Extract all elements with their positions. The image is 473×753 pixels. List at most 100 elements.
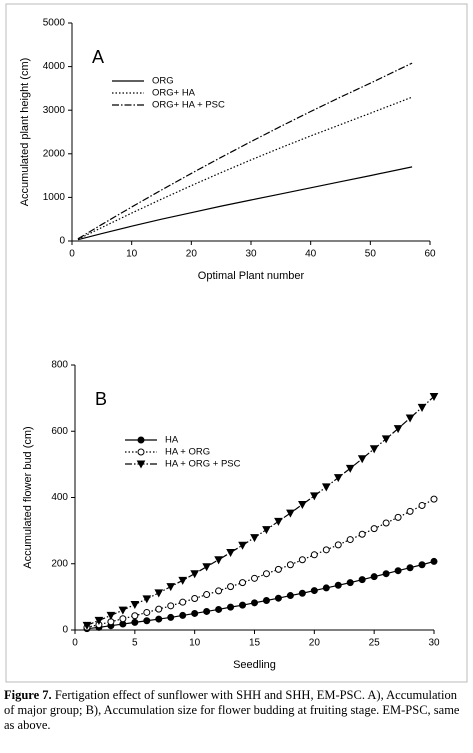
x-tick-label: 5 — [132, 638, 138, 649]
marker — [382, 570, 390, 578]
panel-label: B — [95, 389, 107, 409]
marker — [191, 609, 199, 617]
caption-text: Fertigation effect of sunflower with SHH… — [4, 688, 460, 732]
marker — [334, 581, 342, 589]
marker — [381, 435, 391, 444]
legend-label: HA — [165, 435, 179, 446]
y-tick-label: 2000 — [43, 148, 66, 159]
marker — [190, 570, 200, 579]
marker — [167, 602, 175, 610]
marker — [346, 536, 354, 544]
x-tick-label: 20 — [309, 638, 321, 649]
marker — [203, 591, 211, 599]
y-tick-label: 400 — [51, 492, 68, 503]
x-tick-label: 20 — [186, 249, 198, 260]
marker — [214, 556, 223, 565]
marker — [239, 601, 247, 609]
y-axis-title: Accumulated flower bud (cm) — [22, 426, 34, 568]
x-tick-label: 40 — [305, 249, 317, 260]
marker — [251, 599, 258, 607]
y-tick-label: 600 — [51, 426, 68, 437]
y-tick-label: 0 — [59, 236, 65, 247]
marker — [130, 600, 140, 610]
marker — [298, 556, 306, 564]
marker — [118, 606, 128, 615]
marker — [298, 589, 306, 597]
marker — [155, 605, 163, 613]
marker — [137, 436, 145, 444]
marker — [262, 597, 270, 605]
marker — [262, 570, 270, 578]
marker — [166, 583, 176, 592]
series-line — [77, 166, 413, 241]
y-tick-label: 200 — [51, 558, 68, 569]
marker — [346, 579, 354, 587]
x-tick-label: 15 — [249, 638, 261, 649]
x-tick-label: 10 — [189, 638, 201, 649]
marker — [417, 403, 427, 412]
marker — [131, 618, 139, 626]
marker — [167, 613, 175, 621]
marker — [310, 551, 318, 559]
x-tick-label: 0 — [72, 638, 78, 649]
marker — [321, 483, 331, 492]
x-tick-label: 0 — [69, 249, 75, 260]
marker — [429, 392, 439, 402]
marker — [251, 574, 258, 582]
marker — [143, 608, 151, 616]
x-tick-label: 50 — [365, 249, 377, 260]
x-tick-label: 25 — [369, 638, 381, 649]
marker — [382, 519, 390, 527]
marker — [334, 541, 342, 549]
marker — [393, 425, 403, 434]
legend-label: ORG — [152, 76, 174, 87]
marker — [394, 513, 402, 521]
marker — [155, 615, 163, 623]
marker — [357, 455, 367, 464]
marker — [178, 576, 188, 585]
legend-label: ORG+ HA — [152, 88, 196, 99]
x-tick-label: 10 — [126, 249, 138, 260]
legend-label: HA + ORG — [165, 447, 210, 458]
marker — [154, 589, 164, 598]
y-tick-label: 3000 — [43, 105, 66, 116]
marker — [94, 616, 104, 625]
marker — [274, 517, 283, 526]
series-line — [77, 96, 413, 240]
marker — [203, 607, 211, 615]
y-axis-title: Accumulated plant height (cm) — [19, 58, 31, 207]
marker — [119, 615, 127, 623]
y-tick-label: 5000 — [43, 18, 66, 29]
marker — [430, 557, 438, 565]
marker — [191, 595, 199, 603]
marker — [82, 621, 92, 630]
marker — [405, 414, 415, 423]
y-tick-label: 800 — [51, 360, 68, 371]
marker — [239, 579, 247, 587]
marker — [286, 592, 294, 600]
legend-label: HA + ORG + PSC — [165, 459, 241, 470]
marker — [298, 500, 307, 510]
series-line — [77, 62, 413, 240]
marker — [215, 605, 223, 613]
marker — [418, 501, 426, 509]
x-tick-label: 60 — [424, 249, 436, 260]
series-line — [86, 560, 435, 630]
marker — [274, 594, 282, 602]
marker — [322, 546, 330, 554]
marker — [202, 563, 211, 572]
marker — [215, 587, 223, 595]
marker — [358, 576, 366, 584]
panel-label: A — [92, 47, 104, 67]
marker — [369, 445, 379, 454]
marker — [309, 492, 319, 501]
marker — [274, 565, 282, 573]
marker — [179, 611, 187, 619]
caption: Figure 7. Fertigation effect of sunflowe… — [4, 688, 470, 733]
marker — [137, 448, 145, 456]
legend-label: ORG+ HA + PSC — [152, 100, 225, 111]
marker — [430, 495, 438, 503]
marker — [394, 567, 402, 575]
marker — [142, 595, 152, 604]
marker — [322, 584, 330, 592]
